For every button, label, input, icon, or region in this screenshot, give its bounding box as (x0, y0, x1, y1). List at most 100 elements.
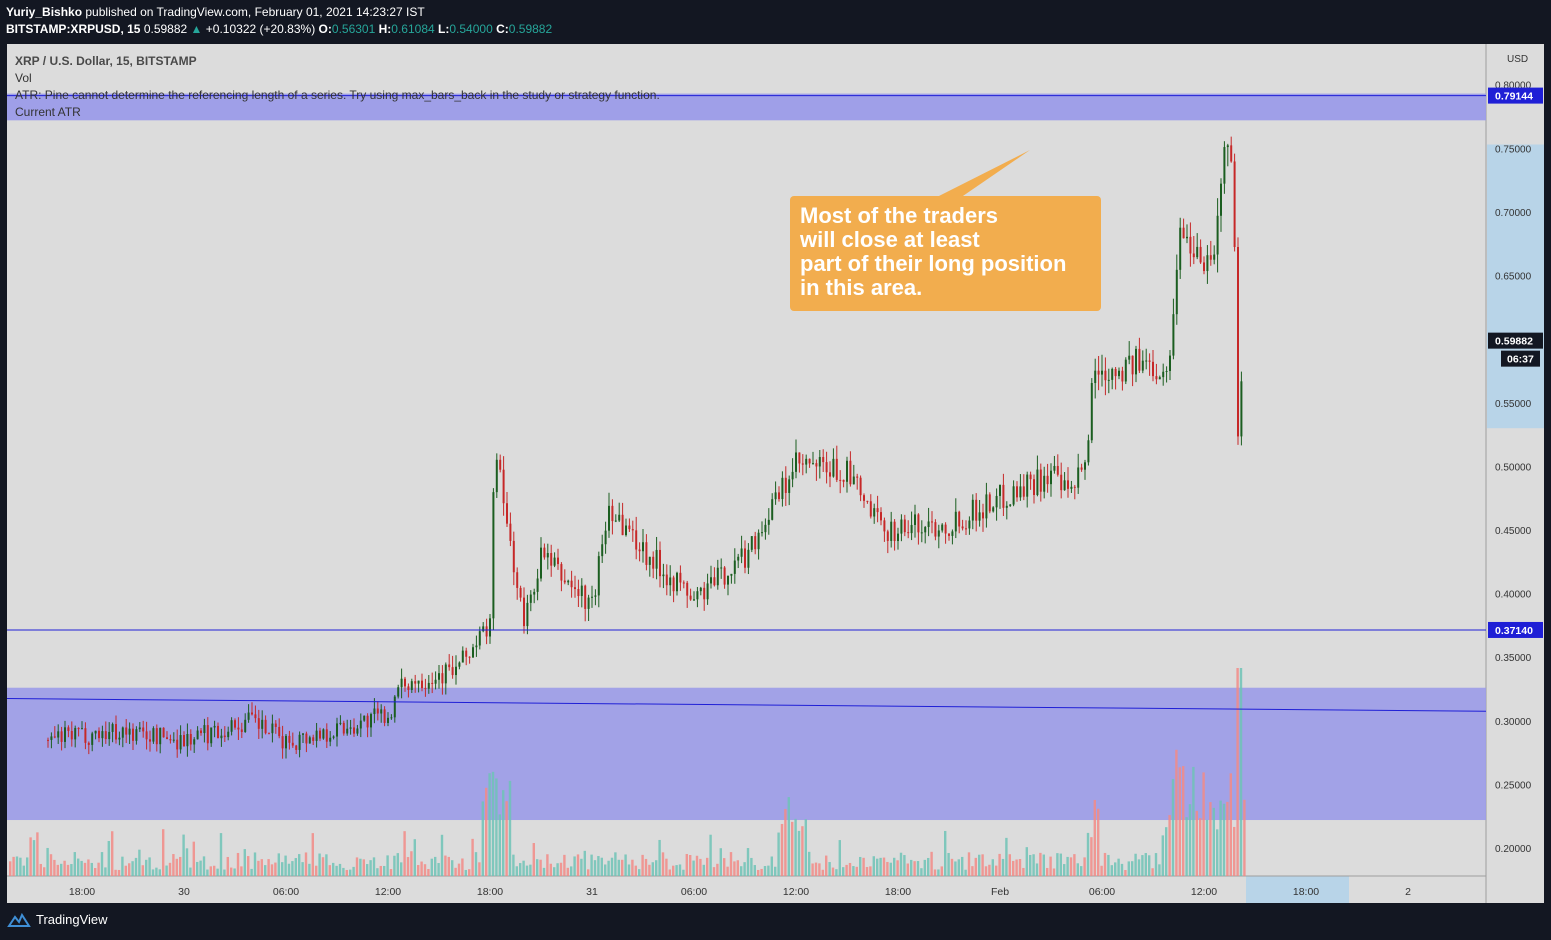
volume-bar (454, 867, 457, 876)
tradingview-logo[interactable]: TradingView (7, 912, 108, 927)
candle-body (465, 650, 468, 657)
candle-body (1039, 469, 1042, 492)
author-name[interactable]: Yuriy_Bishko (6, 5, 83, 19)
candle-body (210, 727, 213, 744)
price-chart[interactable]: 0.800000.750000.700000.650000.600000.550… (0, 0, 1551, 903)
candle-body (94, 730, 97, 734)
candle-body (825, 462, 828, 473)
open-label: O: (318, 22, 332, 36)
volume-bar (549, 863, 552, 876)
candle-body (805, 458, 808, 465)
volume-bar (1117, 858, 1120, 876)
volume-bar (770, 856, 773, 876)
volume-bar (328, 865, 331, 876)
volume-bar (83, 862, 87, 876)
candle-body (849, 460, 852, 485)
volume-bar (471, 838, 474, 876)
candle-body (455, 666, 457, 676)
volume-bar (804, 819, 807, 876)
volume-bar (287, 863, 291, 876)
candle-body (1213, 254, 1216, 260)
currency-label: USD (1507, 54, 1528, 65)
candle-body (1063, 480, 1066, 491)
candle-body (1043, 475, 1046, 492)
candle-body (672, 577, 675, 592)
volume-bar (777, 832, 780, 876)
legend-current-atr[interactable]: Current ATR (15, 105, 81, 119)
candle-body (958, 511, 961, 527)
volume-bar (131, 861, 134, 876)
resistance-zone (7, 93, 1486, 121)
candle-body (380, 709, 383, 714)
price-tick-label: 0.25000 (1495, 780, 1532, 791)
tradingview-brand: TradingView (36, 912, 108, 927)
callout-pointer (935, 150, 1030, 198)
up-triangle-icon: ▲ (190, 22, 203, 36)
volume-bar (590, 854, 593, 876)
volume-bar (128, 863, 131, 876)
volume-bar (498, 814, 501, 876)
volume-bar (709, 834, 712, 876)
volume-bar (209, 866, 212, 876)
callout-note[interactable]: Most of the traders will close at least … (790, 196, 1101, 311)
volume-bar (267, 859, 270, 876)
legend-volume[interactable]: Vol (15, 71, 32, 85)
time-tick-label: 18:00 (885, 886, 911, 898)
candle-body (383, 709, 386, 723)
volume-bar (763, 866, 767, 876)
candle-body (580, 585, 583, 597)
candle-body (699, 587, 702, 592)
legend-symbol[interactable]: XRP / U.S. Dollar, 15, BITSTAMP (15, 54, 197, 68)
candle-body (1209, 255, 1212, 260)
volume-bar (743, 862, 746, 876)
candle-body (512, 540, 515, 573)
candle-body (1237, 247, 1239, 437)
volume-bar (808, 851, 811, 876)
candle-body (546, 553, 549, 558)
candle-body (903, 519, 906, 533)
volume-bar (678, 864, 682, 876)
volume-bar (937, 869, 940, 876)
candle-body (475, 645, 478, 648)
volume-bar (304, 852, 308, 876)
volume-bar (797, 830, 801, 876)
candle-body (604, 530, 607, 545)
candle-body (193, 739, 196, 745)
legend-atr-error[interactable]: ATR: Pine cannot determine the referenci… (15, 88, 660, 102)
volume-bar (80, 860, 83, 876)
support-zone (7, 687, 1486, 821)
candle-body (757, 532, 760, 550)
volume-bar (1076, 863, 1079, 876)
volume-bar (165, 865, 168, 876)
candle-body (516, 572, 519, 588)
volume-bar (920, 868, 923, 876)
volume-bar (53, 859, 56, 876)
volume-bar (947, 852, 950, 876)
candle-body (1135, 348, 1137, 375)
candle-body (1107, 379, 1110, 381)
volume-bar (114, 869, 117, 876)
candle-body (458, 662, 461, 667)
candle-body (179, 735, 182, 750)
candle-body (1165, 371, 1168, 373)
candle-body (917, 514, 920, 533)
tradingview-cloud-icon (7, 912, 31, 927)
candle-body (876, 508, 879, 513)
volume-bar (1205, 819, 1209, 876)
candle-body (1012, 486, 1015, 505)
candle-body (696, 591, 699, 600)
candle-body (536, 578, 539, 592)
candle-body (1148, 360, 1151, 362)
candle-body (992, 507, 995, 512)
volume-bar (1127, 861, 1130, 876)
volume-bar (124, 865, 127, 876)
volume-bar (519, 863, 522, 876)
volume-bar (515, 866, 518, 876)
candle-body (104, 731, 107, 740)
volume-bar (294, 858, 297, 876)
candle-body (387, 717, 389, 723)
volume-bar (522, 860, 525, 876)
volume-bar (563, 854, 566, 876)
volume-bar (1188, 804, 1192, 876)
candle-body (196, 730, 199, 740)
